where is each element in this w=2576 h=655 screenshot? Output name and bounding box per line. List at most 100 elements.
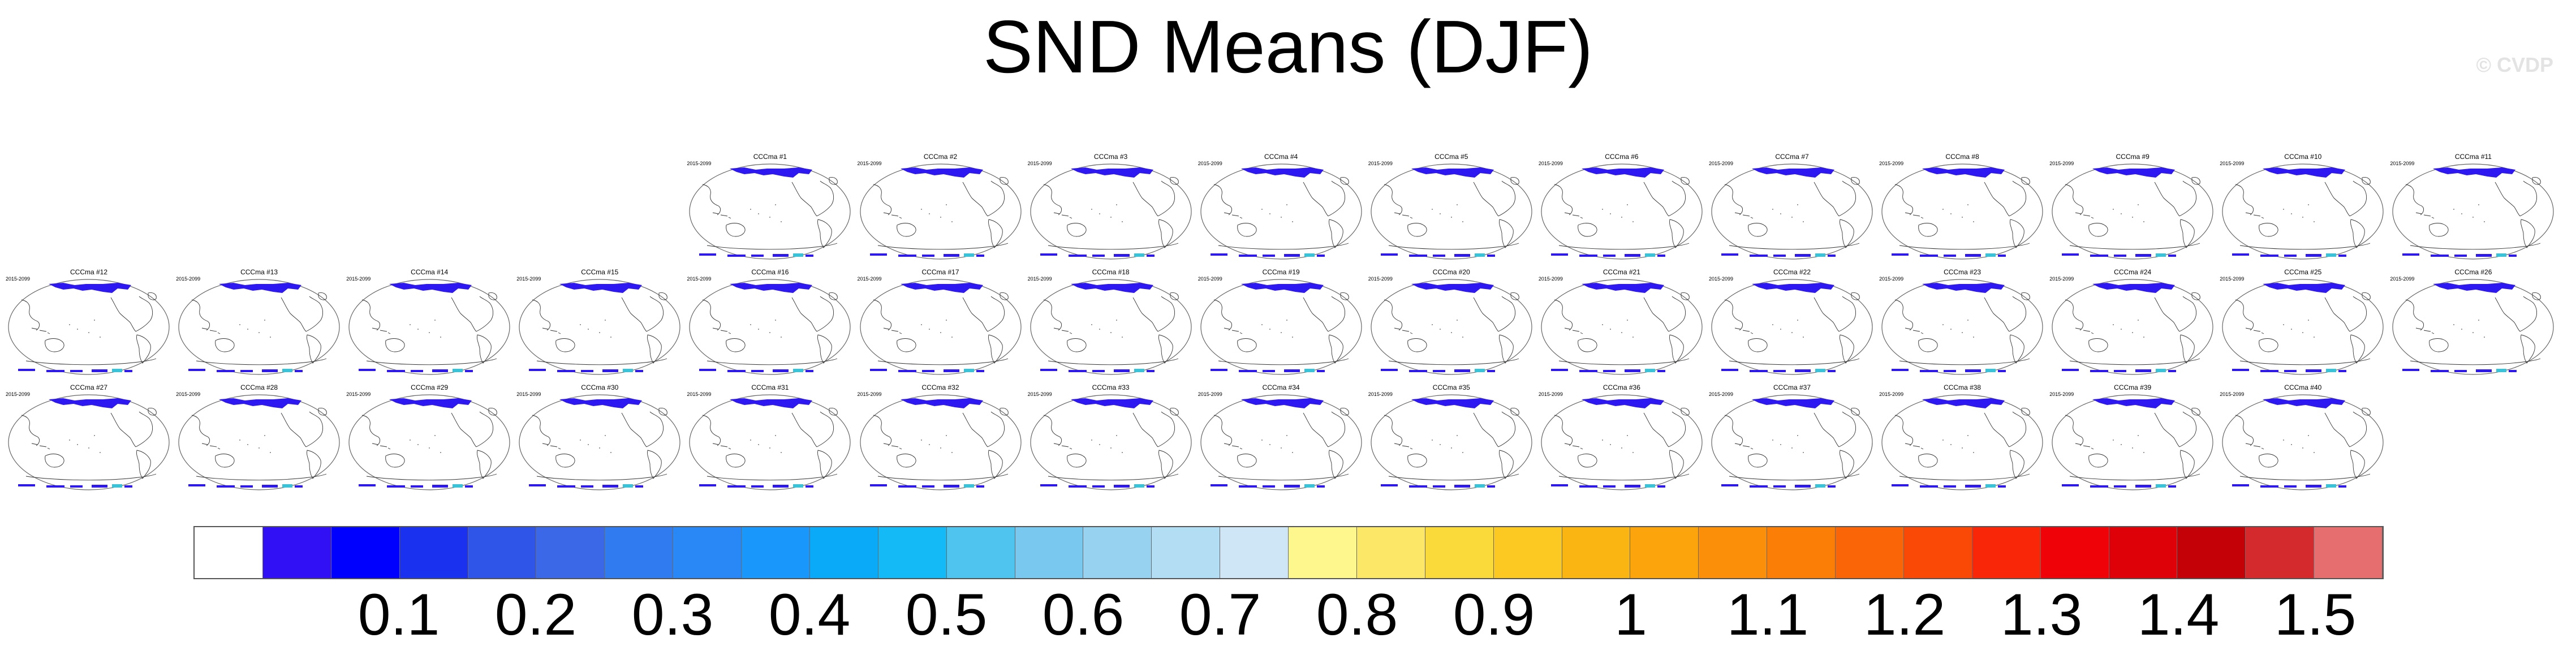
snow-south xyxy=(699,369,717,371)
coastline xyxy=(703,299,721,331)
snow-south xyxy=(188,369,206,371)
panel-title: CCCma #10 xyxy=(2284,153,2322,161)
snow-south xyxy=(2156,484,2166,488)
panel-title: CCCma #9 xyxy=(2116,153,2149,161)
coastline xyxy=(647,334,662,364)
colorbar-swatch xyxy=(878,527,947,578)
snow-south xyxy=(359,369,376,371)
colorbar-labels: 0.1 0.2 0.3 0.4 0.5 0.6 0.7 0.8 0.9 1 1.1 1.2 1.3 1.4… xyxy=(0,583,2576,650)
coastline xyxy=(1729,473,1860,481)
coastline xyxy=(580,320,612,338)
coastline xyxy=(1388,473,1519,481)
snow-south xyxy=(1134,484,1144,488)
coastline xyxy=(2088,223,2108,237)
snow-north xyxy=(2092,398,2176,408)
snow-south xyxy=(1474,369,1485,372)
coastline xyxy=(1043,184,1062,216)
snow-south xyxy=(1283,254,1300,257)
snow-south xyxy=(1487,255,1495,257)
map-panel: CCCma #31 2015-2099 xyxy=(687,383,852,492)
snow-north xyxy=(2263,283,2346,293)
coastline xyxy=(829,177,838,185)
colorbar-swatch xyxy=(809,527,878,578)
coastline xyxy=(1473,412,1499,447)
snow-south xyxy=(751,255,764,257)
panel-title: CCCma #32 xyxy=(921,383,959,391)
coastline xyxy=(1237,223,1257,237)
coastline xyxy=(2350,411,2367,447)
coastline xyxy=(1213,184,1232,216)
panel-title: CCCma #24 xyxy=(2114,268,2152,276)
coastline xyxy=(2180,450,2195,479)
panel-period: 2015-2099 xyxy=(1027,276,1052,282)
coastline xyxy=(1668,296,1686,332)
panel-map xyxy=(1200,394,1362,490)
coastline xyxy=(1340,292,1349,300)
snow-south xyxy=(1998,485,2006,488)
snow-south xyxy=(1068,485,1087,488)
coastline xyxy=(1498,411,1515,447)
panel-title: CCCma #38 xyxy=(1944,383,1981,391)
coastline xyxy=(281,297,307,332)
snow-south xyxy=(1454,254,1470,257)
snow-south xyxy=(898,255,916,257)
snow-south xyxy=(465,485,473,488)
snow-south xyxy=(805,485,814,488)
snow-south xyxy=(262,369,278,372)
coastline xyxy=(1813,297,1840,332)
snow-south xyxy=(2260,370,2279,372)
snow-south xyxy=(635,485,644,488)
snow-south xyxy=(411,485,424,488)
coastline xyxy=(2521,219,2536,248)
coastline xyxy=(1681,292,1690,300)
coastline xyxy=(1681,177,1690,185)
map-panel: CCCma #16 2015-2099 xyxy=(687,268,852,377)
snow-south xyxy=(635,370,644,372)
continent-outlines xyxy=(21,408,157,481)
snow-south xyxy=(1262,255,1275,257)
snow-south xyxy=(2062,369,2079,371)
snow-south xyxy=(70,485,83,488)
continent-outlines xyxy=(1724,177,1860,250)
coastline xyxy=(148,408,157,416)
coastline xyxy=(1000,177,1009,185)
coastline xyxy=(2532,292,2541,300)
snow-south xyxy=(943,485,959,488)
snow-north xyxy=(1581,398,1664,408)
snow-south xyxy=(1408,485,1427,488)
coastline xyxy=(488,292,497,300)
coastline xyxy=(2283,204,2315,222)
coastline xyxy=(1895,184,1914,216)
panel-period: 2015-2099 xyxy=(2220,391,2245,397)
colorbar-swatch xyxy=(1289,527,1357,578)
panel-map xyxy=(1711,163,1873,260)
panel-period: 2015-2099 xyxy=(2390,276,2415,282)
snow-south xyxy=(1644,484,1655,488)
panel-title: CCCma #13 xyxy=(240,268,278,276)
coastline xyxy=(2350,450,2366,479)
colorbar-swatch xyxy=(1630,527,1699,578)
coastline xyxy=(873,299,891,331)
colorbar-swatch xyxy=(1015,527,1084,578)
snow-south xyxy=(1944,485,1957,488)
snow-south xyxy=(92,369,107,372)
snow-north xyxy=(2263,167,2346,178)
snow-south xyxy=(727,485,746,488)
coastline xyxy=(1473,297,1499,332)
snow-south xyxy=(1603,485,1616,488)
snow-south xyxy=(282,484,293,488)
coastline xyxy=(1053,212,1072,219)
continent-outlines xyxy=(1384,177,1519,250)
coastline xyxy=(2075,328,2094,334)
panel-map xyxy=(1029,279,1192,375)
map-outline xyxy=(1711,163,1873,260)
panel-map xyxy=(8,394,170,490)
snow-south xyxy=(387,485,406,488)
map-outline xyxy=(1711,394,1873,490)
coastline xyxy=(2191,292,2200,300)
map-outline xyxy=(2222,163,2384,260)
snow-south xyxy=(2232,484,2250,486)
snow-south xyxy=(2156,253,2166,257)
panel-map xyxy=(859,163,1022,260)
snow-south xyxy=(921,255,934,257)
